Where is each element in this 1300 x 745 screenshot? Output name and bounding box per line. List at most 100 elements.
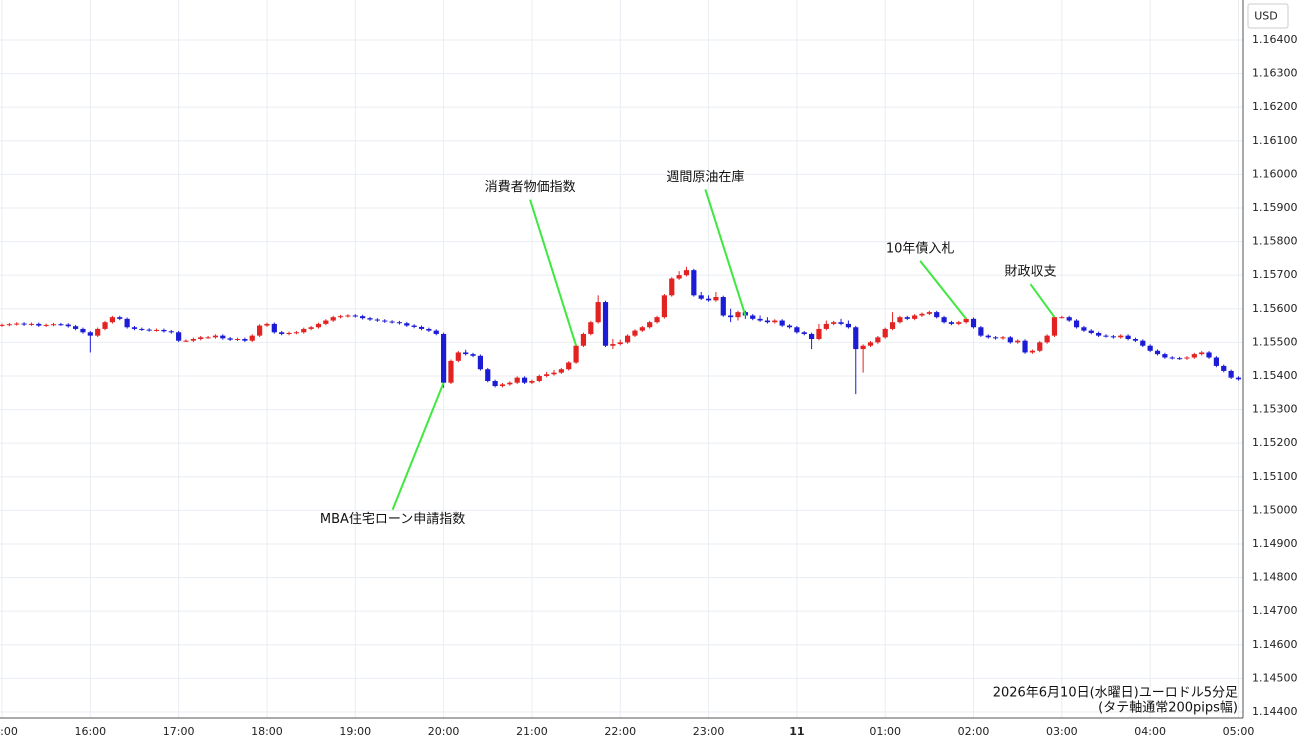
candle-body bbox=[1169, 357, 1175, 359]
candle-body bbox=[441, 333, 447, 383]
candle-body bbox=[728, 315, 734, 318]
candle-body bbox=[1096, 332, 1102, 336]
y-tick-label: 1.16100 bbox=[1252, 134, 1298, 147]
annotation-label: 財政収支 bbox=[1004, 265, 1056, 280]
candle-body bbox=[809, 333, 815, 340]
candle-body bbox=[963, 318, 969, 323]
candle-body bbox=[323, 320, 329, 324]
candle-body bbox=[382, 320, 388, 322]
candle-body bbox=[956, 322, 962, 324]
candle-body bbox=[1000, 337, 1006, 339]
candle-body bbox=[1022, 340, 1028, 353]
candle-body bbox=[21, 323, 27, 325]
candle-body bbox=[315, 323, 322, 328]
x-tick-label: 21:00 bbox=[516, 725, 548, 738]
candle-body bbox=[573, 345, 579, 363]
candle-body bbox=[588, 322, 594, 334]
candle-body bbox=[735, 312, 741, 318]
candle-body bbox=[198, 337, 204, 340]
candle-body bbox=[80, 328, 86, 333]
candle-body bbox=[301, 328, 307, 333]
annotation-pointer bbox=[1029, 283, 1056, 318]
candle-body bbox=[14, 323, 20, 325]
candle-body bbox=[389, 321, 395, 323]
caption: 2026年6月10日(水曜日)ユーロドル5分足 bbox=[993, 686, 1238, 701]
annotation-label: 10年債入札 bbox=[886, 241, 955, 256]
candle-body bbox=[801, 332, 807, 334]
candle-body bbox=[632, 330, 638, 336]
candle-body bbox=[455, 352, 461, 361]
candle-body bbox=[580, 333, 587, 346]
candle-body bbox=[1162, 354, 1168, 358]
candle-body bbox=[625, 335, 631, 343]
candle-body bbox=[691, 270, 697, 296]
annotation-pointer bbox=[704, 189, 747, 316]
candle-body bbox=[433, 330, 439, 334]
candle-body bbox=[109, 317, 115, 323]
candle-body bbox=[757, 318, 763, 321]
candle-body bbox=[794, 327, 800, 333]
annotation-pointer bbox=[391, 382, 445, 511]
candle-body bbox=[698, 295, 704, 299]
candle-body bbox=[1081, 327, 1087, 331]
candle-body bbox=[183, 340, 189, 342]
candle-body bbox=[279, 332, 285, 334]
candle-body bbox=[470, 354, 476, 356]
candle-body bbox=[426, 328, 432, 331]
y-tick-label: 1.15700 bbox=[1252, 268, 1298, 281]
x-tick-label: 18:00 bbox=[251, 725, 283, 738]
candle-body bbox=[485, 369, 491, 382]
candle-body bbox=[492, 381, 498, 387]
candle-body bbox=[367, 318, 373, 320]
candle-body bbox=[1184, 357, 1190, 359]
candles bbox=[0, 266, 1242, 395]
caption: (タテ軸通常200pips幅) bbox=[1098, 701, 1238, 716]
candle-body bbox=[507, 382, 513, 385]
candle-body bbox=[867, 342, 874, 346]
x-tick-label: 20:00 bbox=[428, 725, 460, 738]
candle-body bbox=[330, 317, 336, 321]
candle-body bbox=[1199, 352, 1205, 355]
candle-body bbox=[190, 339, 196, 341]
candle-body bbox=[786, 325, 793, 328]
candle-body bbox=[654, 317, 660, 323]
candle-body bbox=[308, 327, 314, 329]
candle-body bbox=[882, 328, 888, 338]
candle-body bbox=[102, 322, 108, 329]
candle-body bbox=[647, 322, 653, 328]
candle-body bbox=[1191, 354, 1197, 358]
candle-body bbox=[566, 362, 572, 370]
y-tick-label: 1.15400 bbox=[1252, 369, 1298, 382]
candle-body bbox=[661, 295, 667, 318]
candle-body bbox=[595, 302, 601, 323]
x-tick-label: 04:00 bbox=[1134, 725, 1166, 738]
candle-body bbox=[970, 318, 977, 328]
y-tick-label: 1.14800 bbox=[1252, 571, 1298, 584]
candle-body bbox=[293, 332, 299, 334]
candle-body bbox=[1037, 342, 1043, 351]
candle-body bbox=[772, 320, 778, 323]
annotation-pointer bbox=[919, 260, 967, 320]
candle-body bbox=[124, 318, 130, 328]
x-tick-label: 16:00 bbox=[74, 725, 106, 738]
y-tick-label: 1.14700 bbox=[1252, 604, 1298, 617]
candle-body bbox=[139, 328, 145, 330]
candle-body bbox=[669, 278, 675, 296]
x-tick-label: 11 bbox=[789, 725, 804, 738]
candle-body bbox=[1154, 350, 1161, 355]
candle-body bbox=[993, 337, 999, 339]
candle-body bbox=[831, 322, 837, 324]
candle-body bbox=[1088, 330, 1094, 333]
candle-body bbox=[705, 298, 712, 301]
candle-body bbox=[875, 337, 881, 343]
candle-body bbox=[1213, 357, 1219, 366]
annotation-label: 消費者物価指数 bbox=[485, 180, 576, 195]
candle-body bbox=[816, 328, 822, 340]
candle-body bbox=[0, 324, 5, 326]
candle-body bbox=[1147, 345, 1153, 351]
candle-body bbox=[617, 342, 623, 345]
candle-body bbox=[131, 327, 138, 329]
candle-body bbox=[117, 317, 123, 319]
candle-body bbox=[1206, 352, 1212, 358]
candle-body bbox=[823, 323, 829, 329]
